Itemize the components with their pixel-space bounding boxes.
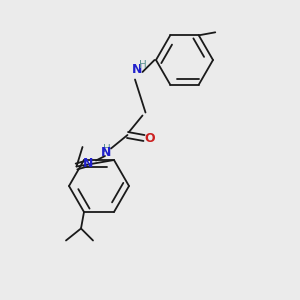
Text: O: O [144,131,155,145]
Text: N: N [132,63,142,76]
Text: H: H [139,60,147,70]
Text: N: N [101,146,112,160]
Text: N: N [82,157,93,170]
Text: H: H [103,143,110,154]
